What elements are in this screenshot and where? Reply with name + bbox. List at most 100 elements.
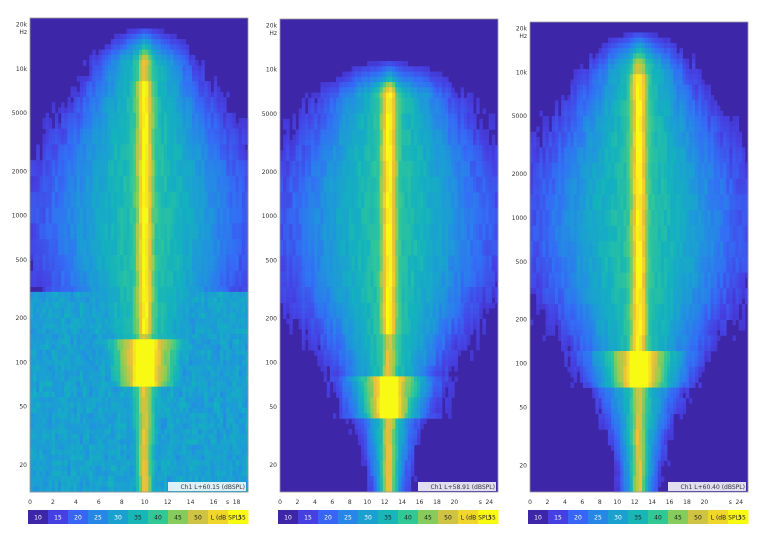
heatmap-cell <box>154 28 159 35</box>
heatmap-cell <box>145 197 149 203</box>
heatmap-cell <box>123 202 127 208</box>
heatmap-cell <box>117 428 121 435</box>
heatmap-cell <box>39 233 43 240</box>
heatmap-cell <box>179 260 183 266</box>
heatmap-cell <box>142 75 146 82</box>
heatmap-cell <box>167 102 171 108</box>
heatmap-cell <box>76 270 81 277</box>
heatmap-cell <box>30 302 34 309</box>
heatmap-cell <box>70 381 74 388</box>
heatmap-cell <box>33 255 37 261</box>
heatmap-cell <box>163 291 168 298</box>
heatmap-cell <box>219 128 224 135</box>
heatmap-cell <box>238 255 243 261</box>
heatmap-cell <box>73 397 78 403</box>
heatmap-cell <box>241 391 246 398</box>
heatmap-cell <box>167 312 171 319</box>
heatmap-cell <box>36 302 40 309</box>
heatmap-cell <box>244 149 249 156</box>
heatmap-cell <box>142 54 146 61</box>
heatmap-cell <box>195 202 199 208</box>
heatmap-cell <box>213 286 218 293</box>
heatmap-cell <box>238 139 243 145</box>
heatmap-cell <box>170 391 174 398</box>
heatmap-cell <box>185 191 190 198</box>
heatmap-cell <box>176 176 180 182</box>
heatmap-cell <box>36 154 40 161</box>
heatmap-cell <box>154 44 159 50</box>
heatmap-cell <box>182 318 187 324</box>
heatmap-cell <box>182 407 187 414</box>
heatmap-cell <box>61 223 65 230</box>
heatmap-cell <box>79 286 84 293</box>
heatmap-cell <box>73 149 78 156</box>
heatmap-cell <box>30 170 34 177</box>
heatmap-cell <box>170 365 174 372</box>
heatmap-cell <box>51 260 56 266</box>
heatmap-cell <box>86 270 90 277</box>
heatmap-cell <box>76 281 81 287</box>
heatmap-cell <box>30 233 34 240</box>
heatmap-cell <box>39 186 43 193</box>
heatmap-cell <box>48 339 53 345</box>
heatmap-cell <box>82 286 87 293</box>
heatmap-cell <box>163 197 168 203</box>
heatmap-cell <box>107 376 112 382</box>
heatmap-cell <box>173 439 177 445</box>
heatmap-cell <box>132 297 137 303</box>
heatmap-cell <box>182 381 187 388</box>
heatmap-cell <box>95 107 99 114</box>
heatmap-cell <box>107 312 112 319</box>
heatmap-cell <box>244 181 249 187</box>
heatmap-cell <box>188 391 193 398</box>
heatmap-cell <box>173 323 177 330</box>
heatmap-cell <box>145 439 149 445</box>
heatmap-cell <box>216 349 221 356</box>
heatmap-cell <box>79 339 84 345</box>
heatmap-cell <box>201 260 205 266</box>
heatmap-cell <box>51 360 56 366</box>
heatmap-cell <box>33 391 37 398</box>
heatmap-cell <box>64 434 68 440</box>
heatmap-cell <box>241 149 246 156</box>
heatmap-cell <box>170 218 174 224</box>
heatmap-cell <box>76 413 81 419</box>
heatmap-cell <box>216 223 221 230</box>
heatmap-cell <box>145 139 149 145</box>
heatmap-cell <box>120 249 124 256</box>
heatmap-cell <box>126 312 131 319</box>
heatmap-cell <box>104 91 109 98</box>
heatmap-cell <box>73 97 78 103</box>
heatmap-cell <box>170 39 174 45</box>
heatmap-cell <box>126 191 131 198</box>
heatmap-cell <box>139 218 143 224</box>
heatmap-cell <box>67 328 71 335</box>
heatmap-cell <box>89 176 93 182</box>
heatmap-cell <box>86 439 90 445</box>
heatmap-cell <box>145 344 149 351</box>
heatmap-cell <box>145 291 149 298</box>
heatmap-cell <box>207 228 212 235</box>
heatmap-cell <box>204 233 208 240</box>
heatmap-cell <box>160 439 165 445</box>
heatmap-cell <box>157 339 162 345</box>
heatmap-cell <box>139 334 143 340</box>
heatmap-cell <box>238 423 243 430</box>
heatmap-cell <box>170 302 174 309</box>
heatmap-cell <box>135 402 140 409</box>
heatmap-cell <box>67 102 71 108</box>
heatmap-cell <box>89 297 93 303</box>
heatmap-cell <box>123 212 127 219</box>
heatmap-cell <box>45 139 50 145</box>
heatmap-cell <box>70 181 74 187</box>
heatmap-cell <box>148 302 152 309</box>
heatmap-cell <box>64 107 68 114</box>
heatmap-cell <box>148 39 152 45</box>
heatmap-cell <box>73 418 78 424</box>
heatmap-cell <box>58 344 62 351</box>
heatmap-cell <box>117 102 121 108</box>
heatmap-cell <box>95 386 99 393</box>
heatmap-cell <box>241 197 246 203</box>
heatmap-cell <box>54 318 59 324</box>
heatmap-cell <box>182 376 187 382</box>
